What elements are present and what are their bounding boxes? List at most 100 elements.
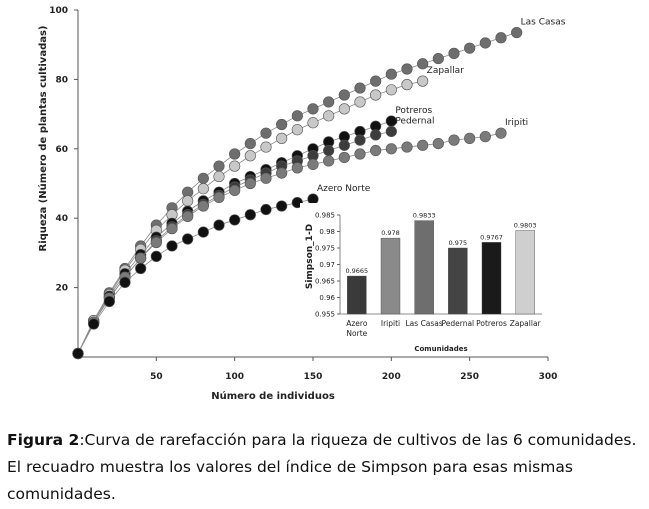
series-line [77, 198, 314, 354]
data-point [417, 58, 429, 70]
data-point [401, 141, 413, 153]
bar [515, 230, 535, 315]
data-point [260, 203, 272, 216]
data-point [338, 103, 350, 115]
bar-value-label: 0.9833 [413, 212, 436, 220]
data-point [150, 250, 162, 262]
data-point [213, 170, 225, 183]
simpson-inset-chart: 0.955 0.96 0.965 0.97 0.975 0.98 0.985 0.9665 Az… [300, 203, 547, 355]
data-point [354, 134, 366, 146]
data-point [213, 160, 225, 172]
data-point [370, 89, 382, 101]
data-point [338, 89, 350, 101]
inset-y-tick-label: 0.965 [315, 278, 335, 286]
bar-value-label: 0.975 [449, 239, 468, 247]
bar-category-label: Zapallar [510, 319, 542, 328]
data-point [417, 139, 429, 151]
data-point [495, 32, 507, 44]
inset-y-tick-label: 0.96 [319, 294, 335, 302]
data-point [229, 160, 241, 172]
series: Iripiti [72, 118, 528, 360]
x-tick-label: 100 [225, 372, 244, 382]
bar-value-label: 0.9803 [514, 222, 537, 230]
data-point [197, 226, 209, 238]
inset-y-title: Simpson_1-D [305, 224, 315, 289]
bar [414, 220, 434, 315]
data-point [495, 127, 507, 139]
data-point [103, 295, 115, 308]
rarefaction-chart: 50 100 150 200 250 300 20 40 60 80 100 Número de in… [37, 6, 566, 402]
data-point [197, 200, 209, 212]
data-point [182, 195, 194, 207]
x-tick-label: 200 [382, 372, 401, 382]
data-point [448, 47, 460, 59]
main-axes: 50 100 150 200 250 300 20 40 60 80 100 Número de in… [37, 6, 557, 402]
data-point [354, 96, 366, 108]
data-point [448, 134, 460, 146]
data-point [417, 75, 429, 87]
data-point [338, 139, 350, 151]
data-point [244, 137, 256, 150]
data-point [72, 347, 84, 360]
figure-caption: Figura 2:Curva de rarefacción para la ri… [7, 427, 647, 508]
data-point [370, 129, 382, 141]
data-point [291, 124, 303, 136]
x-tick-label: 300 [539, 372, 558, 382]
data-point [119, 276, 131, 288]
x-axis-title: Número de individuos [211, 390, 335, 402]
bar-value-label: 0.9767 [480, 233, 503, 241]
data-point [229, 184, 241, 197]
inset-x-title: Comunidades [414, 345, 467, 353]
bar [448, 247, 468, 315]
data-point [276, 167, 288, 179]
x-tick-label: 50 [150, 372, 163, 382]
bar [380, 237, 401, 315]
bar [347, 275, 367, 315]
data-point [385, 125, 397, 138]
data-point [370, 144, 382, 157]
caption-label: Figura 2 [7, 431, 80, 449]
y-tick-label: 60 [55, 145, 68, 155]
data-point [276, 200, 288, 212]
series-label: Iripiti [505, 118, 528, 128]
data-point [354, 148, 366, 160]
data-point [479, 131, 491, 143]
data-point [213, 219, 225, 231]
data-point [291, 110, 303, 122]
bar-category-label: Potreros [476, 319, 507, 328]
bar-category-label: Pedernal [442, 319, 475, 328]
series-line [77, 132, 502, 354]
data-point [291, 162, 303, 174]
bar-category-label: Las Casas [406, 319, 443, 328]
data-point [323, 110, 335, 122]
x-tick-label: 150 [304, 372, 323, 382]
inset-y-tick-label: 0.98 [319, 228, 335, 236]
data-point [385, 84, 397, 96]
bar-value-label: 0.978 [381, 229, 400, 237]
x-tick-label: 250 [460, 372, 479, 382]
data-point [260, 172, 272, 184]
data-point [323, 155, 335, 167]
data-point [432, 52, 444, 65]
data-point [244, 177, 256, 190]
data-point [307, 193, 319, 205]
data-point [385, 143, 397, 155]
series-label: Potreros [395, 106, 432, 116]
bar-category-label: Iripiti [381, 319, 400, 328]
data-point [166, 240, 178, 252]
inset-y-tick-label: 0.955 [315, 311, 335, 319]
bar [481, 242, 502, 315]
data-point [244, 209, 256, 221]
y-tick-label: 20 [55, 284, 68, 294]
series-label: Zapallar [427, 66, 464, 76]
data-point [479, 37, 491, 49]
data-point [88, 318, 100, 330]
data-point [401, 79, 413, 91]
data-point [182, 210, 194, 223]
data-point [401, 63, 413, 75]
data-point [260, 141, 272, 153]
data-point [197, 183, 209, 195]
inset-y-tick-label: 0.975 [315, 245, 335, 253]
data-point [166, 223, 178, 235]
